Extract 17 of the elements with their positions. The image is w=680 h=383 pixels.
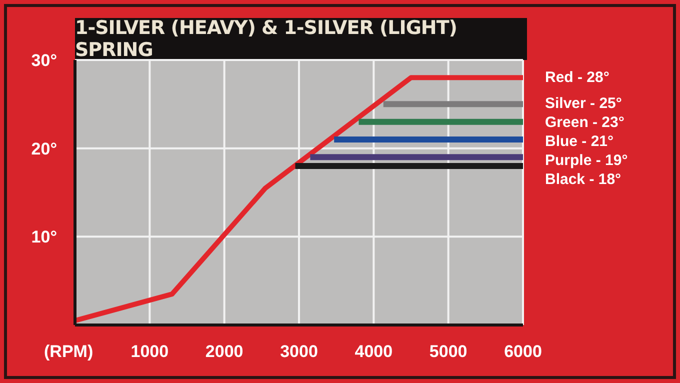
series-label: Blue - 21° [545,132,614,152]
y-tick-label: 30° [31,51,58,70]
series-label: Purple - 19° [545,151,628,172]
series-label: Black - 18° [545,170,622,190]
series-label: Red - 28° [545,68,610,88]
x-tick-label: 5000 [429,342,468,362]
x-tick-label: 6000 [504,342,542,362]
x-tick-label: 3000 [280,342,318,362]
x-tick-label: 2000 [205,342,244,362]
x-tick-label: 4000 [354,342,393,362]
series-label: Silver - 25° [545,94,622,114]
chart-title: 1-SILVER (HEAVY) & 1-SILVER (LIGHT) SPRING [75,17,527,61]
x-axis-title: (RPM) [44,342,94,362]
y-tick-label: 10° [31,228,58,247]
y-tick-label: 20° [31,139,58,158]
series-label: Green - 23° [545,113,624,134]
x-tick-label: 1000 [130,342,169,362]
